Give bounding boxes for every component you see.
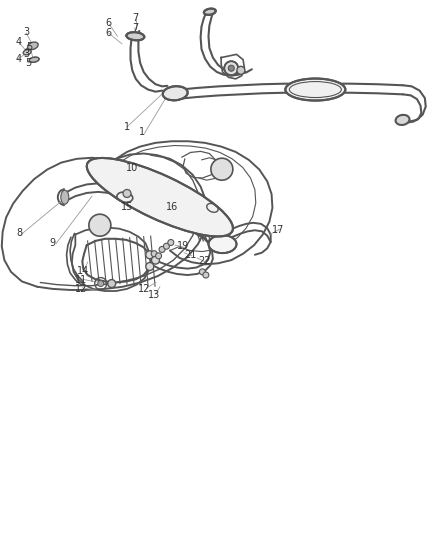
Text: 3: 3 <box>23 50 29 59</box>
Text: 5: 5 <box>25 58 31 68</box>
Text: 5: 5 <box>27 42 33 52</box>
Ellipse shape <box>28 42 38 50</box>
Text: 14: 14 <box>77 266 89 276</box>
Circle shape <box>108 279 116 288</box>
Circle shape <box>155 253 162 259</box>
Text: 1: 1 <box>124 122 130 132</box>
Text: 12: 12 <box>138 284 151 294</box>
Text: 6: 6 <box>106 28 112 38</box>
Text: 7: 7 <box>132 13 138 23</box>
Text: 4: 4 <box>15 54 21 63</box>
Ellipse shape <box>211 158 233 180</box>
Ellipse shape <box>23 50 31 55</box>
Text: 19: 19 <box>177 241 189 251</box>
Text: 8: 8 <box>16 229 22 238</box>
Circle shape <box>163 243 170 249</box>
Ellipse shape <box>127 32 144 41</box>
Circle shape <box>224 61 238 75</box>
Ellipse shape <box>163 86 187 100</box>
Circle shape <box>151 251 157 257</box>
Text: 11: 11 <box>75 275 87 285</box>
Text: 7: 7 <box>132 23 138 33</box>
Circle shape <box>228 65 234 71</box>
Ellipse shape <box>29 57 39 62</box>
Circle shape <box>159 246 165 253</box>
Circle shape <box>199 269 205 275</box>
Text: 9: 9 <box>49 238 56 247</box>
Ellipse shape <box>204 9 216 15</box>
Ellipse shape <box>61 190 69 204</box>
Text: 15: 15 <box>121 202 133 212</box>
Circle shape <box>203 272 209 278</box>
Text: 22: 22 <box>199 256 211 266</box>
Text: 6: 6 <box>106 19 112 28</box>
Text: 16: 16 <box>166 202 178 212</box>
Circle shape <box>146 251 154 259</box>
Circle shape <box>152 256 159 264</box>
Text: 3: 3 <box>23 27 29 37</box>
Ellipse shape <box>286 78 345 101</box>
Circle shape <box>123 189 131 198</box>
Circle shape <box>237 66 245 75</box>
Ellipse shape <box>87 158 233 237</box>
Ellipse shape <box>396 115 410 125</box>
Ellipse shape <box>208 235 237 253</box>
Text: 1: 1 <box>139 127 145 137</box>
Text: 13: 13 <box>148 290 160 300</box>
Circle shape <box>146 262 154 271</box>
Circle shape <box>98 280 104 287</box>
Text: 21: 21 <box>184 250 197 260</box>
Text: 17: 17 <box>272 225 284 235</box>
Text: 4: 4 <box>15 37 21 46</box>
Circle shape <box>168 239 174 246</box>
Text: 10: 10 <box>126 163 138 173</box>
Ellipse shape <box>89 214 111 236</box>
Text: 12: 12 <box>75 285 87 294</box>
